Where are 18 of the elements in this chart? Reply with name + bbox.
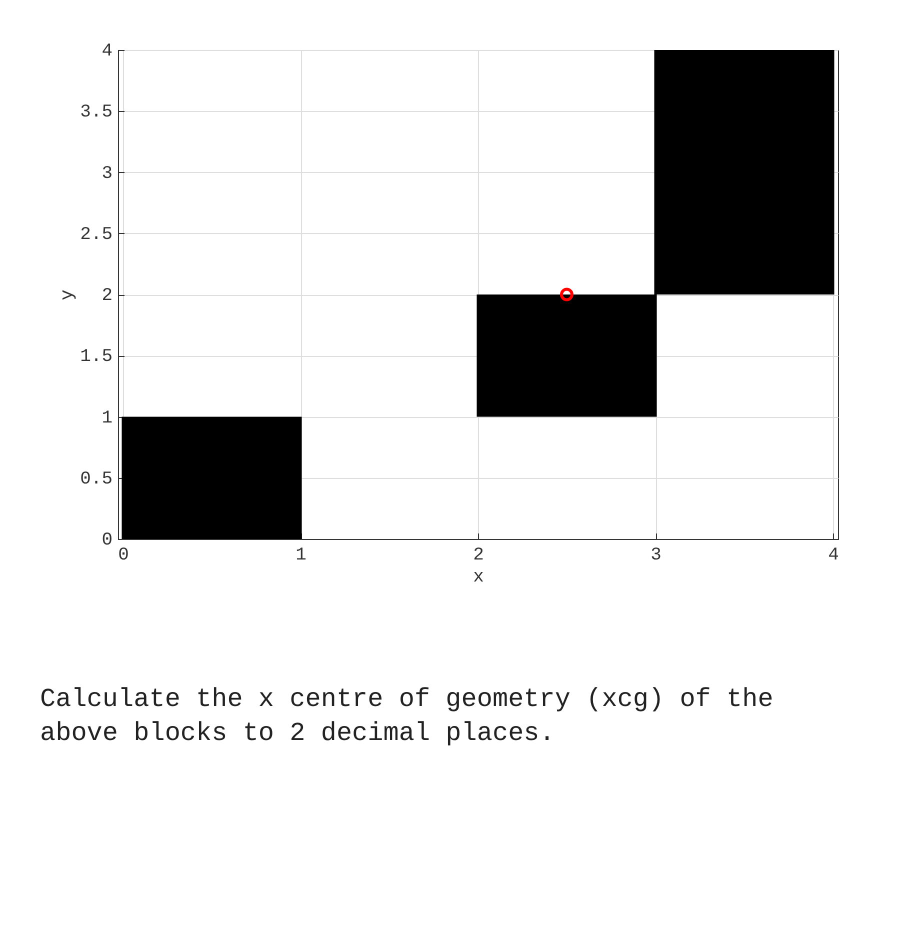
x-axis-title: x [473, 568, 484, 588]
y-tick-label: 3 [102, 164, 112, 184]
x-tick-label: 4 [828, 546, 839, 566]
y-tick-label: 0 [102, 530, 112, 550]
x-tick-label: 2 [473, 546, 484, 566]
y-axis-title: y [58, 289, 78, 300]
y-tick-label: 3.5 [80, 102, 112, 123]
y-tick-label: 4 [102, 42, 112, 62]
y-tick-label: 2.5 [80, 224, 112, 245]
text: Calculate the x centre of geometry (xcg) of the above blocks to 2 decimal places. [40, 683, 774, 750]
y-tick-label: 1 [102, 408, 112, 428]
bar [122, 416, 302, 539]
x-tick-label: 3 [650, 546, 662, 566]
y-tick-label: 1.5 [80, 347, 112, 368]
x-tick-label: 0 [118, 546, 129, 566]
y-tick-label: 2 [102, 286, 112, 306]
y-tick-label: 0.5 [80, 469, 112, 490]
x-tick-label: 1 [296, 546, 306, 566]
